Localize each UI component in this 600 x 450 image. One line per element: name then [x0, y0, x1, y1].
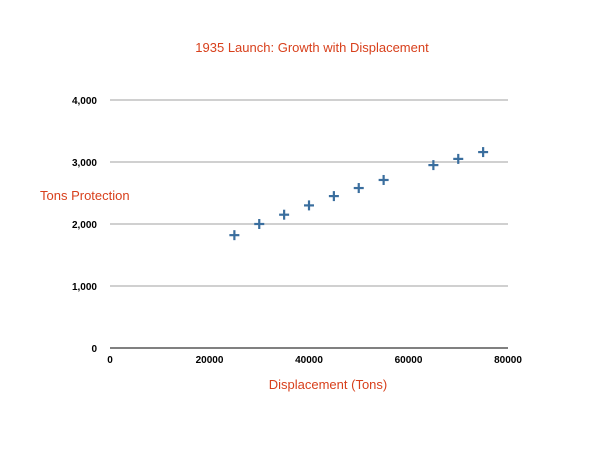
- y-tick-label: 0: [91, 344, 97, 355]
- y-tick-label: 3,000: [72, 158, 97, 169]
- data-point: [378, 174, 389, 185]
- data-point: [453, 153, 464, 164]
- gridlines: [110, 99, 508, 349]
- y-tick-label: 2,000: [72, 220, 97, 231]
- chart-title: 1935 Launch: Growth with Displacement: [195, 40, 429, 55]
- y-tick-label: 1,000: [72, 282, 97, 293]
- x-tick-label: 80000: [494, 355, 522, 366]
- data-point: [478, 147, 489, 158]
- data-point: [304, 200, 314, 211]
- data-point: [254, 219, 265, 229]
- x-tick-label: 40000: [295, 355, 323, 366]
- data-point: [229, 230, 240, 241]
- x-tick-label: 60000: [395, 355, 423, 366]
- x-tick-labels: 0 20000 40000 60000 80000: [107, 355, 522, 366]
- data-points: [229, 147, 489, 241]
- data-point: [428, 160, 439, 171]
- y-axis-label: Tons Protection: [40, 188, 130, 203]
- x-tick-label: 20000: [196, 355, 224, 366]
- x-axis-label: Displacement (Tons): [269, 377, 388, 392]
- y-tick-labels: 0 1,000 2,000 3,000 4,000: [72, 96, 97, 355]
- data-point: [279, 209, 290, 220]
- y-tick-label: 4,000: [72, 96, 97, 107]
- x-tick-label: 0: [107, 355, 113, 366]
- data-point: [328, 191, 339, 202]
- data-point: [353, 183, 364, 194]
